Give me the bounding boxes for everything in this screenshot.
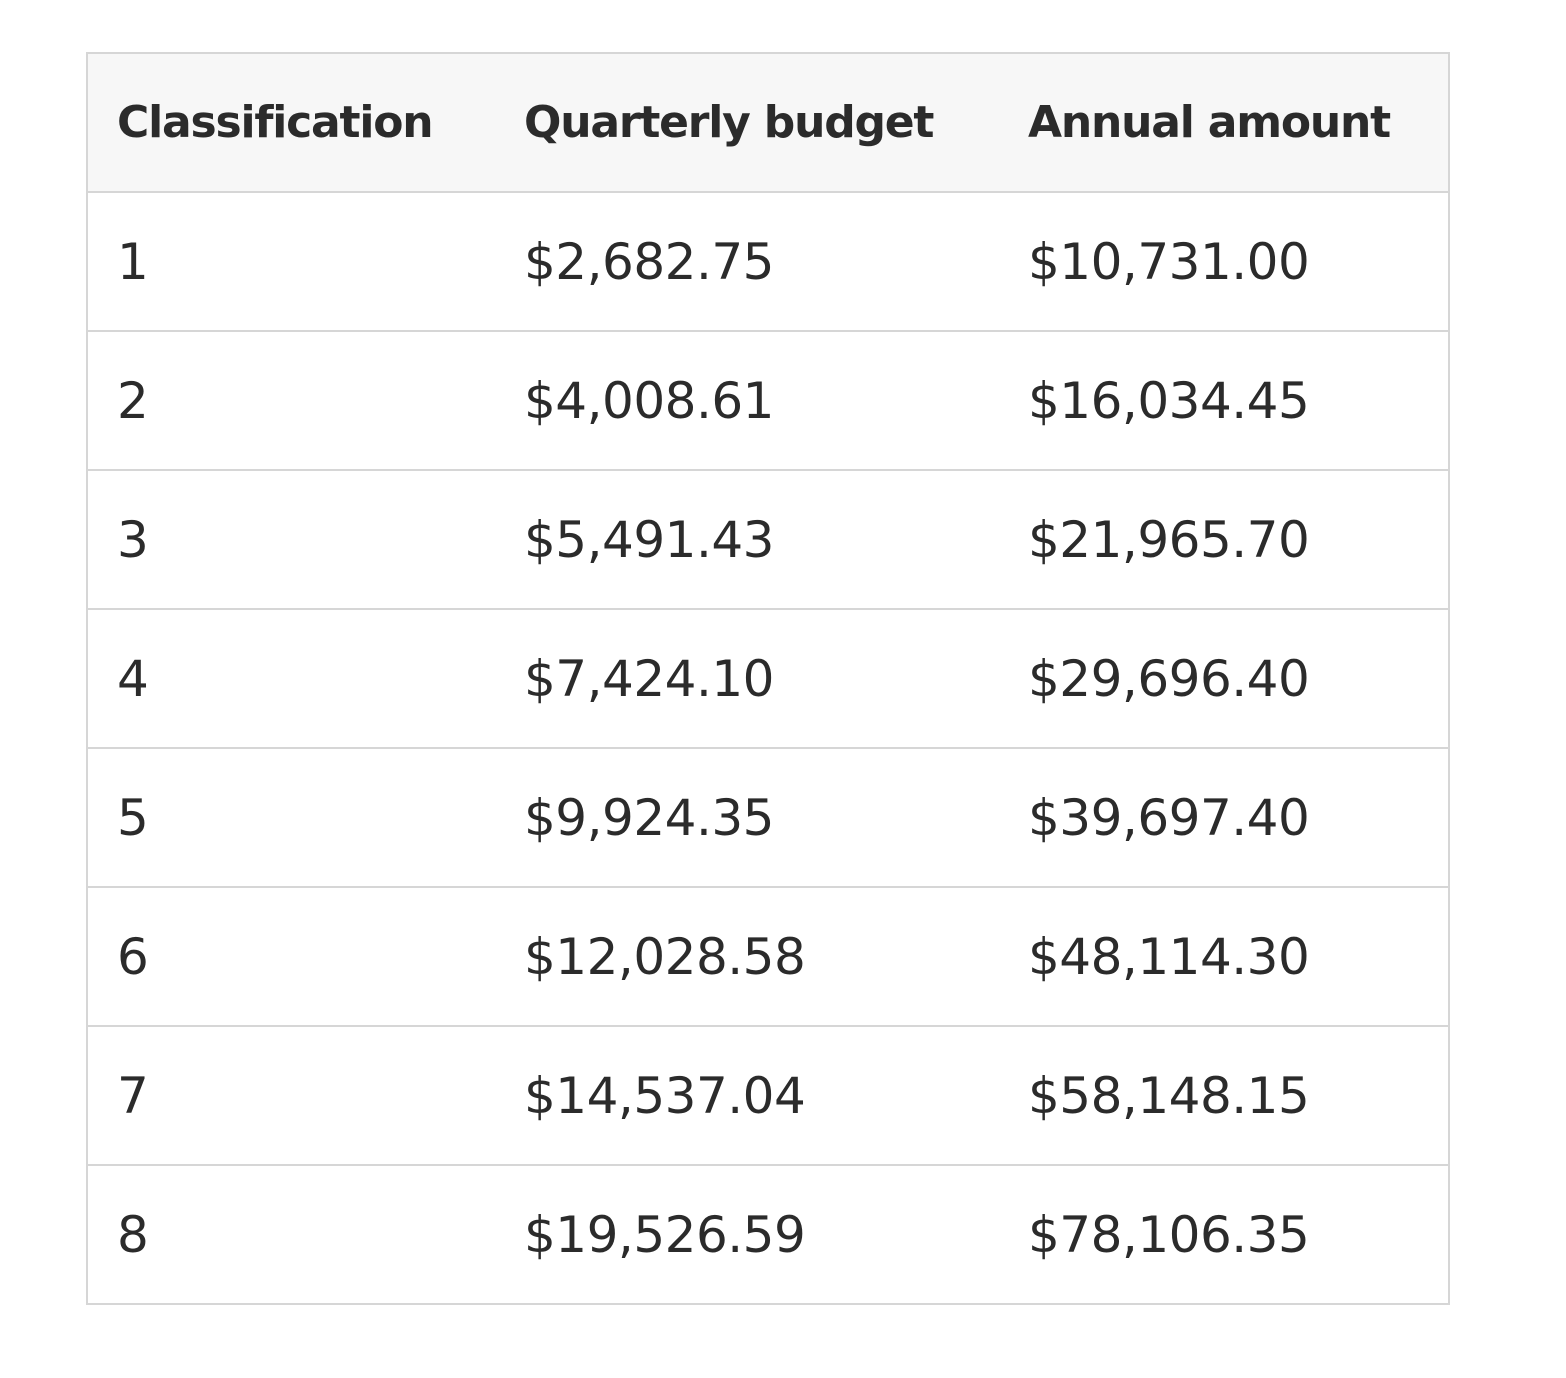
table-body: 1 $2,682.75 $10,731.00 2 $4,008.61 $16,0… (86, 191, 1450, 1305)
cell-classification: 4 (86, 608, 495, 749)
table-row: 4 $7,424.10 $29,696.40 (86, 608, 1450, 749)
cell-quarterly-budget: $9,924.35 (495, 747, 999, 888)
table-row: 2 $4,008.61 $16,034.45 (86, 330, 1450, 471)
header-classification: Classification (86, 52, 495, 193)
cell-annual-amount: $29,696.40 (999, 608, 1450, 749)
cell-classification: 1 (86, 191, 495, 332)
table-row: 6 $12,028.58 $48,114.30 (86, 886, 1450, 1027)
cell-quarterly-budget: $19,526.59 (495, 1164, 999, 1305)
cell-annual-amount: $48,114.30 (999, 886, 1450, 1027)
table-row: 7 $14,537.04 $58,148.15 (86, 1025, 1450, 1166)
table-header: Classification Quarterly budget Annual a… (86, 52, 1450, 193)
cell-quarterly-budget: $12,028.58 (495, 886, 999, 1027)
cell-quarterly-budget: $5,491.43 (495, 469, 999, 610)
header-annual-amount: Annual amount (999, 52, 1450, 193)
cell-classification: 6 (86, 886, 495, 1027)
cell-quarterly-budget: $4,008.61 (495, 330, 999, 471)
table-row: 3 $5,491.43 $21,965.70 (86, 469, 1450, 610)
cell-quarterly-budget: $14,537.04 (495, 1025, 999, 1166)
cell-annual-amount: $10,731.00 (999, 191, 1450, 332)
table-row: 5 $9,924.35 $39,697.40 (86, 747, 1450, 888)
cell-annual-amount: $21,965.70 (999, 469, 1450, 610)
table-row: 8 $19,526.59 $78,106.35 (86, 1164, 1450, 1305)
cell-classification: 7 (86, 1025, 495, 1166)
table-row: 1 $2,682.75 $10,731.00 (86, 191, 1450, 332)
cell-quarterly-budget: $7,424.10 (495, 608, 999, 749)
cell-annual-amount: $39,697.40 (999, 747, 1450, 888)
header-quarterly-budget: Quarterly budget (495, 52, 999, 193)
cell-classification: 5 (86, 747, 495, 888)
cell-quarterly-budget: $2,682.75 (495, 191, 999, 332)
cell-classification: 3 (86, 469, 495, 610)
header-row: Classification Quarterly budget Annual a… (86, 52, 1450, 193)
cell-annual-amount: $78,106.35 (999, 1164, 1450, 1305)
cell-classification: 8 (86, 1164, 495, 1305)
budget-table: Classification Quarterly budget Annual a… (86, 52, 1450, 1305)
budget-table-container: Classification Quarterly budget Annual a… (86, 52, 1450, 1305)
cell-annual-amount: $16,034.45 (999, 330, 1450, 471)
cell-annual-amount: $58,148.15 (999, 1025, 1450, 1166)
cell-classification: 2 (86, 330, 495, 471)
